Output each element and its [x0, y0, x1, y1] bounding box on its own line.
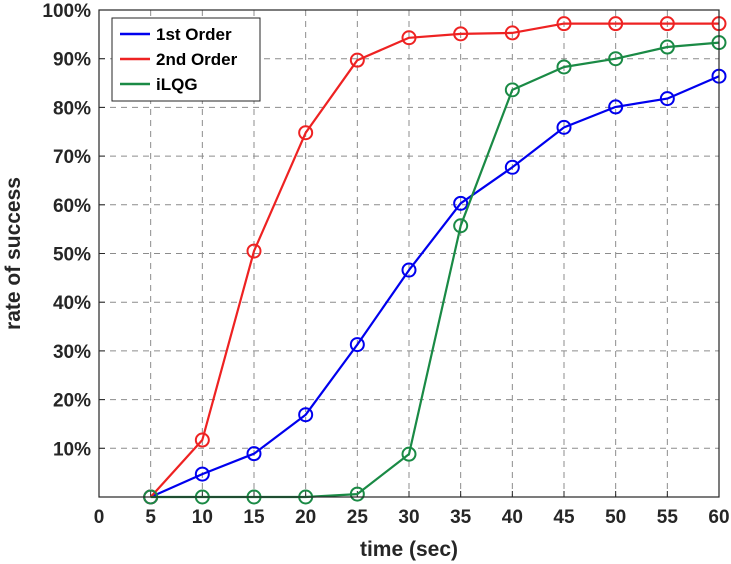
data-point-marker	[608, 16, 624, 32]
x-tick-label: 30	[398, 507, 419, 528]
data-point-marker	[556, 16, 572, 32]
data-point-marker	[401, 30, 417, 46]
x-tick-label: 15	[243, 507, 265, 528]
series-line	[149, 22, 719, 498]
data-point-marker	[659, 16, 675, 32]
y-axis-ticks: 10% 20% 30% 40% 50% 60% 70% 80% 90% 100%	[42, 1, 105, 460]
y-axis-title: rate of success	[2, 177, 25, 330]
y-tick-label: 20%	[53, 391, 91, 412]
legend-label: 2nd Order	[156, 50, 238, 69]
data-point-marker	[194, 466, 210, 482]
y-tick-label: 60%	[53, 196, 91, 217]
data-point-marker	[453, 195, 469, 211]
legend-label: iLQG	[156, 75, 198, 94]
y-tick-label: 50%	[53, 245, 91, 266]
legend: 1st Order 2nd Order iLQG	[111, 17, 261, 102]
y-tick-label: 80%	[53, 98, 91, 119]
x-axis-title: time (sec)	[360, 538, 458, 561]
data-point-marker	[504, 82, 520, 98]
data-point-marker	[556, 59, 572, 75]
data-point-marker	[298, 125, 314, 141]
data-point-marker	[608, 99, 624, 115]
series-0	[143, 68, 727, 505]
y-tick-label: 90%	[53, 50, 91, 71]
data-point-marker	[349, 52, 365, 68]
data-point-marker	[349, 337, 365, 353]
y-tick-label: 70%	[53, 147, 91, 168]
series-layer	[143, 16, 727, 505]
data-point-marker	[401, 446, 417, 462]
y-tick-label: 40%	[53, 293, 91, 314]
series-line	[150, 75, 720, 499]
data-point-marker	[453, 218, 469, 234]
data-point-marker	[659, 91, 675, 107]
x-tick-label: 35	[450, 507, 472, 528]
x-tick-label: 40	[502, 507, 523, 528]
x-tick-label: 5	[145, 507, 156, 528]
y-tick-label: 100%	[42, 1, 91, 22]
data-point-marker	[194, 432, 210, 448]
x-tick-label: 20	[295, 507, 316, 528]
data-point-marker	[298, 407, 314, 423]
series-line	[150, 41, 720, 499]
series-2	[143, 35, 727, 505]
x-tick-label: 25	[347, 507, 369, 528]
data-point-marker	[246, 243, 262, 259]
x-tick-label: 60	[708, 507, 729, 528]
data-point-marker	[246, 446, 262, 462]
plot-area-border	[98, 9, 720, 498]
data-point-marker	[659, 39, 675, 55]
x-tick-label: 45	[553, 507, 575, 528]
data-point-marker	[401, 262, 417, 278]
x-tick-label: 0	[94, 507, 105, 528]
data-point-marker	[504, 159, 520, 175]
data-point-marker	[453, 26, 469, 42]
data-point-marker	[504, 25, 520, 41]
data-point-marker	[556, 119, 572, 135]
legend-label: 1st Order	[156, 25, 232, 44]
y-tick-label: 10%	[53, 439, 91, 460]
x-tick-label: 55	[657, 507, 679, 528]
y-tick-label: 30%	[53, 342, 91, 363]
data-point-marker	[608, 51, 624, 67]
data-point-marker	[349, 486, 365, 502]
x-axis-ticks: 0 5 10 15 20 25 30 35 40 45 50 55 60	[94, 491, 730, 528]
x-tick-label: 10	[192, 507, 213, 528]
x-tick-label: 50	[605, 507, 626, 528]
